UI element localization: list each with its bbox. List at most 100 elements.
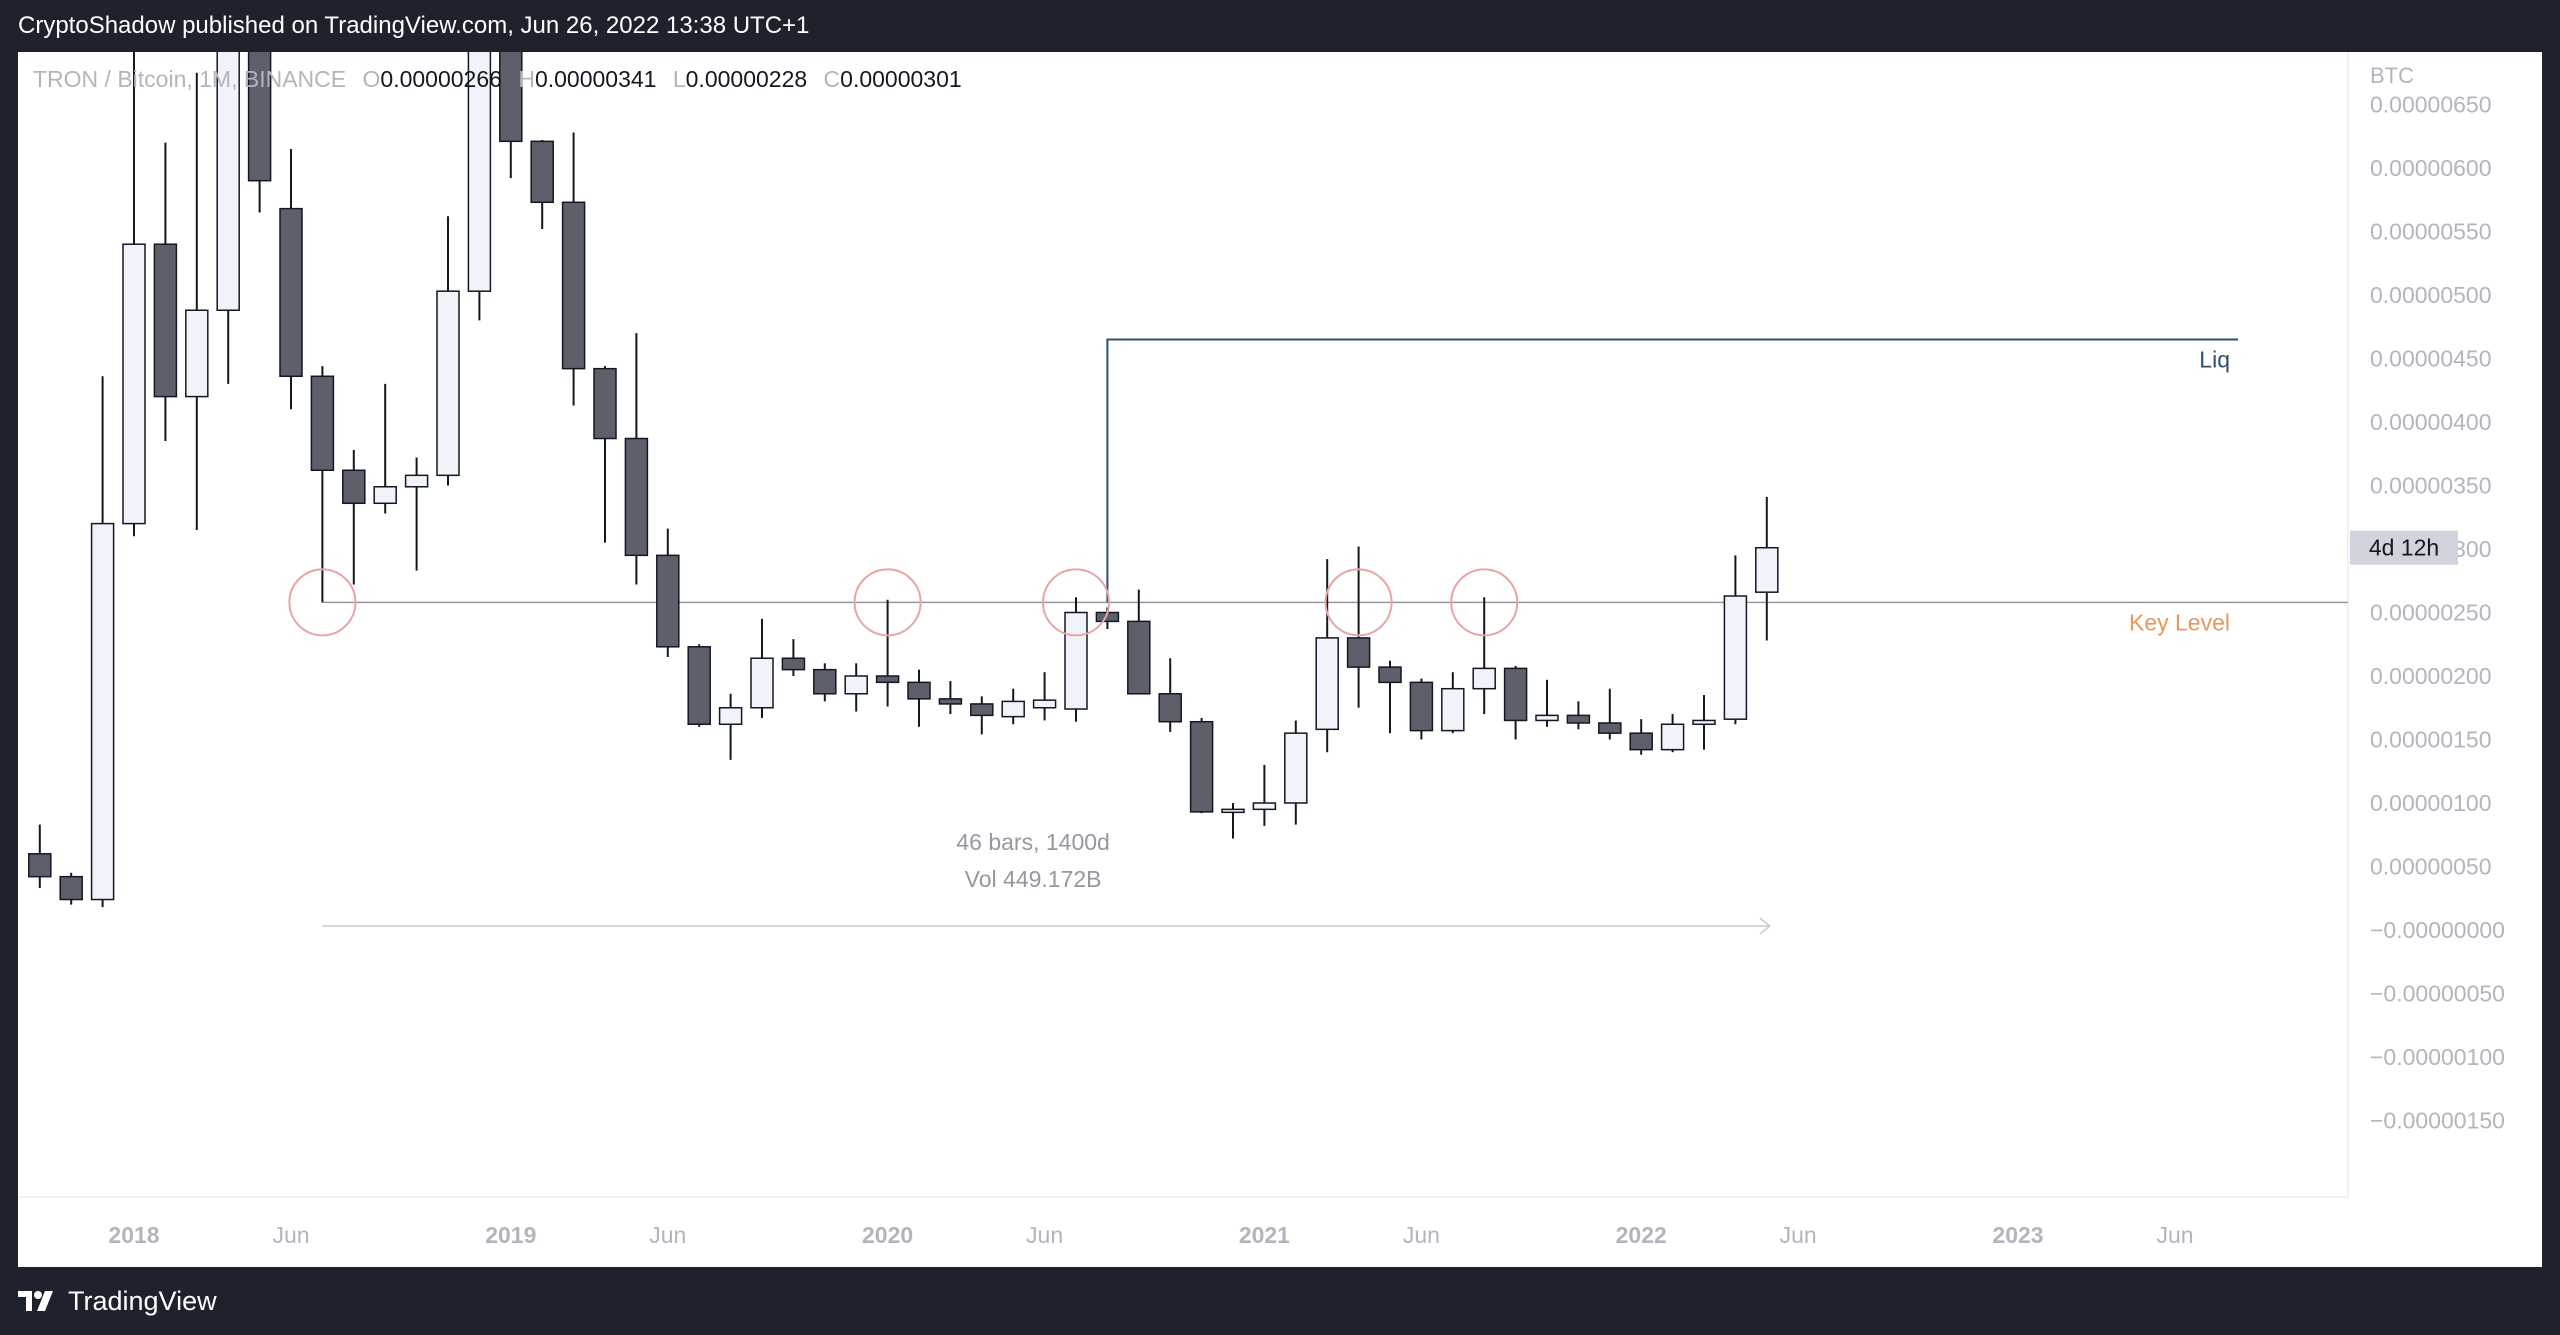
price-tick-label: 0.00000200 <box>2370 663 2492 689</box>
price-tick-label: 0.00000250 <box>2370 600 2492 626</box>
tradingview-logo-icon[interactable] <box>18 1289 58 1313</box>
time-tick-label: Jun <box>649 1222 686 1248</box>
candle <box>1158 658 1182 732</box>
candle <box>1001 688 1025 725</box>
candle-body <box>1378 666 1402 684</box>
candle <box>122 52 146 537</box>
time-tick-label: 2018 <box>108 1222 159 1248</box>
candle <box>781 639 806 676</box>
price-tick-label: 0.00000350 <box>2370 473 2492 499</box>
candle-body <box>1503 667 1528 722</box>
high-label: H <box>518 66 535 92</box>
time-tick-label: 2023 <box>1992 1222 2043 1248</box>
candle <box>718 693 743 760</box>
candle-body <box>373 486 397 505</box>
candle <box>1629 719 1653 755</box>
candle-body <box>185 309 209 398</box>
candle <box>624 333 649 585</box>
candle <box>813 663 837 702</box>
measure-bars-label: 46 bars, 1400d <box>956 829 1109 855</box>
candle <box>844 663 868 712</box>
candle-body <box>593 367 617 440</box>
candle <box>310 366 335 603</box>
candle-body <box>404 474 429 488</box>
highlight-circle <box>1042 568 1110 637</box>
candle-body <box>1315 637 1339 731</box>
candle <box>593 366 617 543</box>
candle <box>1723 555 1748 725</box>
candle-body <box>1158 693 1182 723</box>
price-tick-label: 0.00000500 <box>2370 282 2492 308</box>
candle <box>1284 720 1308 825</box>
candle <box>1472 597 1496 715</box>
candle-body <box>1472 667 1496 690</box>
price-tick-label: 0.00000450 <box>2370 346 2492 372</box>
candle-body <box>467 52 492 292</box>
candle-body <box>436 290 460 477</box>
time-tick-label: Jun <box>1403 1222 1440 1248</box>
candle <box>90 376 115 908</box>
candle-body <box>342 469 366 505</box>
candle-body <box>718 707 743 726</box>
candle <box>1189 717 1214 814</box>
publisher-text: CryptoShadow published on TradingView.co… <box>18 12 810 39</box>
candle <box>28 824 52 889</box>
candle-body <box>279 207 303 378</box>
candle-body <box>1032 699 1057 709</box>
time-tick-label: 2019 <box>485 1222 536 1248</box>
candle-body <box>1189 720 1214 813</box>
candle-body <box>875 675 900 684</box>
candle-body <box>1566 714 1591 724</box>
candle <box>467 52 492 321</box>
candle <box>530 140 554 229</box>
highlight-circle <box>288 568 357 637</box>
price-tick-label: 0.00000550 <box>2370 219 2492 245</box>
candle-body <box>750 657 774 709</box>
chart-area[interactable]: BTC 0.00000650 0.00000600 0.00000550 0.00000… <box>18 52 2542 1267</box>
candle-body <box>1409 681 1434 732</box>
publisher-bar: CryptoShadow published on TradingView.co… <box>0 0 2560 52</box>
candle <box>1127 589 1151 695</box>
price-tick-label: −0.00000000 <box>2370 917 2505 943</box>
candle <box>1378 660 1402 734</box>
low-value: 0.00000228 <box>685 66 808 92</box>
candle <box>1692 695 1716 750</box>
candle-body <box>1723 595 1748 720</box>
price-tick-label: −0.00000150 <box>2370 1108 2505 1134</box>
candle <box>907 669 931 727</box>
candle-body <box>561 201 586 370</box>
candle-body <box>781 657 806 671</box>
candle-body <box>1127 620 1151 695</box>
candle-body <box>1535 714 1559 722</box>
candle <box>1755 496 1779 641</box>
candle-body <box>624 437 649 557</box>
candle <box>1064 597 1088 722</box>
tradingview-brand[interactable]: TradingView <box>68 1285 217 1316</box>
price-tick-label: −0.00000050 <box>2370 981 2505 1007</box>
candle <box>750 618 774 718</box>
candle <box>404 457 429 571</box>
time-tick-label: 2020 <box>862 1222 913 1248</box>
candle-body <box>1346 637 1371 668</box>
candle <box>1221 803 1245 839</box>
candle <box>687 644 711 727</box>
countdown-badge <box>2350 530 2458 565</box>
candle <box>970 696 994 735</box>
candle <box>1535 679 1559 727</box>
measure-arrowhead <box>1759 917 1772 935</box>
candle <box>436 216 460 486</box>
candle-body <box>813 668 837 695</box>
candlestick-chart[interactable]: BTC 0.00000650 0.00000600 0.00000550 0.00000… <box>18 52 2542 1267</box>
candle <box>373 383 397 514</box>
price-tick-label: 0.00000100 <box>2370 790 2492 816</box>
price-tick-label: 0.00000050 <box>2370 854 2492 880</box>
time-axis: 2018 Jun 2019 Jun 2020 Jun 2021 Jun 2022 Jun 2023 J… <box>108 1222 2193 1248</box>
price-tick-label: −0.00000100 <box>2370 1044 2505 1070</box>
candle-body <box>1629 732 1653 751</box>
candle-body <box>28 853 52 878</box>
highlight-circle <box>1324 568 1393 637</box>
candle-body <box>1252 802 1277 811</box>
candle <box>1566 701 1591 730</box>
candle-body <box>687 646 711 726</box>
candle-body <box>530 140 554 204</box>
